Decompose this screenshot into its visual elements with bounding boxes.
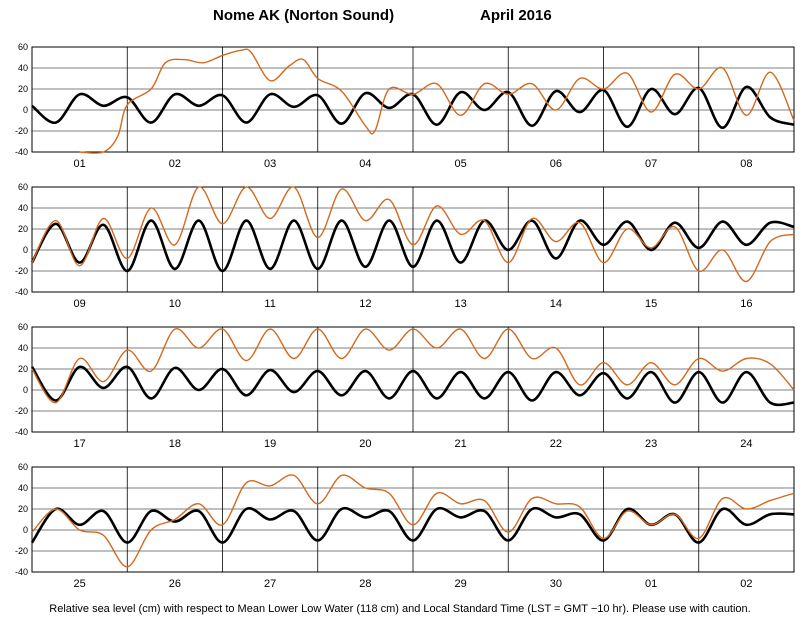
x-tick-label: 20: [359, 438, 371, 450]
panel-3: 60 40 20 0 -20 -40 17 18 19 20 21 22 23 24: [15, 322, 795, 450]
chart-title-station: Nome AK (Norton Sound): [213, 7, 394, 24]
x-tick-label: 17: [74, 438, 86, 450]
x-tick-label: 25: [74, 578, 86, 590]
y-tick-label: 60: [18, 462, 28, 472]
chart-panels: 60 40 20 0 -20 -40 01 02 03 04 05 06 07 08 60 40 20 0 -20 -…: [15, 42, 795, 590]
y-tick-label: 60: [18, 322, 28, 332]
y-tick-label: 0: [23, 105, 28, 115]
panel-1: 60 40 20 0 -20 -40 01 02 03 04 05 06 07 08: [15, 42, 795, 170]
x-tick-label: 29: [455, 578, 467, 590]
y-tick-label: -20: [15, 546, 28, 556]
y-tick-label: 60: [18, 182, 28, 192]
y-tick-label: 40: [18, 483, 28, 493]
x-tick-label: 30: [550, 578, 562, 590]
x-tick-label: 10: [169, 298, 181, 310]
x-tick-label: 02: [169, 158, 181, 170]
observed-water-level-line: [31, 328, 795, 404]
x-tick-label: 16: [740, 298, 752, 310]
x-tick-label: 24: [740, 438, 752, 450]
predicted-tide-line: [30, 365, 795, 407]
x-tick-label: 26: [169, 578, 181, 590]
observed-water-level-line: [79, 48, 795, 154]
observed-water-level-line: [31, 474, 795, 568]
y-tick-label: -40: [15, 147, 28, 157]
x-tick-label: 09: [74, 298, 86, 310]
y-tick-label: 0: [23, 245, 28, 255]
chart-title-period: April 2016: [480, 7, 552, 24]
y-tick-label: -20: [15, 406, 28, 416]
y-tick-label: 40: [18, 203, 28, 213]
x-tick-label: 12: [359, 298, 371, 310]
y-tick-label: 20: [18, 224, 28, 234]
y-tick-label: 0: [23, 525, 28, 535]
x-tick-label: 02: [740, 578, 752, 590]
x-tick-label: 27: [264, 578, 276, 590]
x-tick-label: 15: [645, 298, 657, 310]
y-tick-label: 20: [18, 84, 28, 94]
x-tick-label: 28: [359, 578, 371, 590]
x-tick-label: 01: [645, 578, 657, 590]
y-tick-label: -40: [15, 427, 28, 437]
panel-4: 60 40 20 0 -20 -40 25 26 27 28 29 30 01 02: [15, 462, 795, 590]
y-tick-label: -40: [15, 287, 28, 297]
observed-water-level-line: [31, 186, 795, 283]
x-tick-label: 21: [455, 438, 467, 450]
x-tick-label: 23: [645, 438, 657, 450]
x-tick-label: 07: [645, 158, 657, 170]
x-tick-label: 22: [550, 438, 562, 450]
x-tick-label: 08: [740, 158, 752, 170]
panel-2: 60 40 20 0 -20 -40 09 10 11 12 13 14 15 16: [15, 182, 795, 310]
y-tick-label: 0: [23, 385, 28, 395]
y-tick-label: 20: [18, 364, 28, 374]
y-tick-label: 40: [18, 63, 28, 73]
x-tick-label: 06: [550, 158, 562, 170]
y-tick-label: 20: [18, 504, 28, 514]
y-tick-label: 40: [18, 343, 28, 353]
x-tick-label: 11: [264, 298, 275, 310]
y-tick-label: -20: [15, 126, 28, 136]
x-tick-label: 13: [455, 298, 467, 310]
chart-footer: Relative sea level (cm) with respect to …: [49, 603, 750, 615]
x-tick-label: 05: [455, 158, 467, 170]
y-tick-label: -20: [15, 266, 28, 276]
x-tick-label: 03: [264, 158, 276, 170]
y-tick-label: -40: [15, 567, 28, 577]
x-tick-label: 14: [550, 298, 562, 310]
x-tick-label: 01: [74, 158, 86, 170]
x-tick-label: 19: [264, 438, 276, 450]
x-tick-label: 04: [359, 158, 371, 170]
y-tick-label: 60: [18, 42, 28, 52]
x-tick-label: 18: [169, 438, 181, 450]
